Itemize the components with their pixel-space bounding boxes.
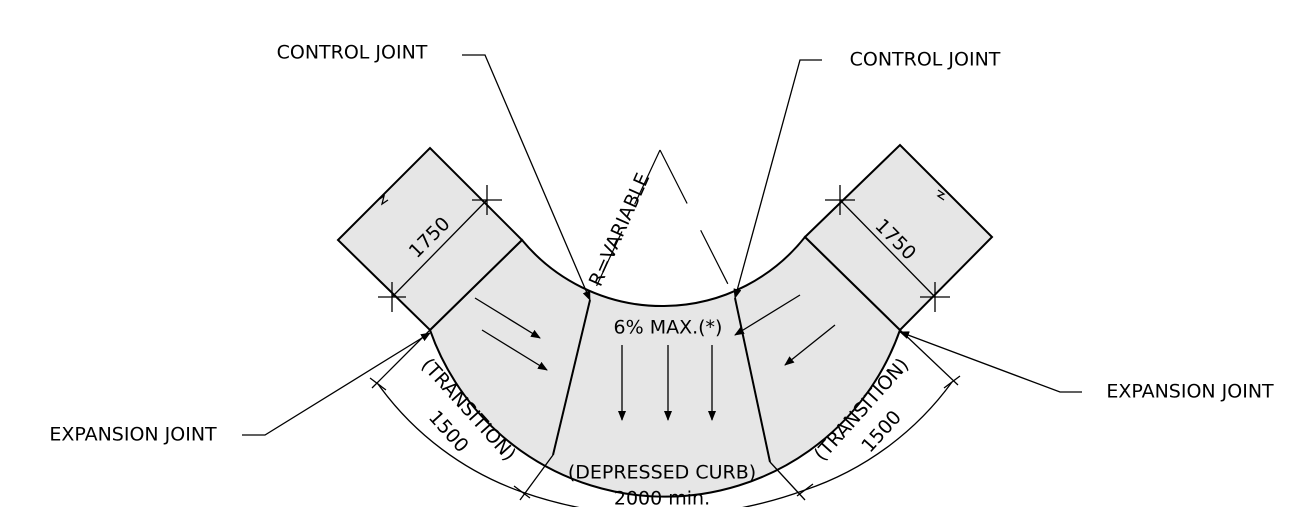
- label: CONTROL JOINT: [850, 49, 1001, 71]
- dimension-label: 2000 min.: [614, 488, 710, 507]
- label: CONTROL JOINT: [277, 42, 428, 64]
- leaders: [242, 54, 1082, 436]
- label: EXPANSION JOINT: [1106, 381, 1274, 403]
- radius-lines: [589, 149, 736, 301]
- length-dimensions: [369, 329, 961, 507]
- width-dimensions: [378, 185, 950, 312]
- dimension-label: (DEPRESSED CURB): [568, 462, 756, 484]
- label: EXPANSION JOINT: [49, 424, 217, 446]
- ramp: [336, 143, 994, 498]
- radius-label: R=VARIABLE: [585, 170, 654, 290]
- slope-arrows: [474, 294, 836, 421]
- slope-label: 6% MAX.(*): [614, 317, 723, 339]
